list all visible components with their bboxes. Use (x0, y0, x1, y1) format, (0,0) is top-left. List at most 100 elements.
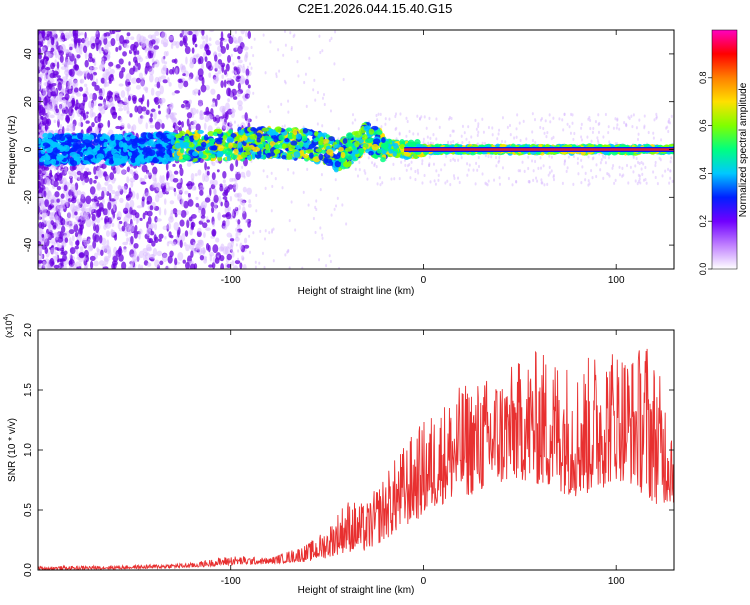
amplitude-point (98, 202, 104, 211)
amplitude-point (284, 253, 287, 257)
amplitude-point (87, 245, 94, 252)
amplitude-point (423, 115, 426, 119)
amplitude-point (644, 165, 647, 170)
amplitude-point (330, 213, 333, 217)
amplitude-point (147, 210, 153, 217)
amplitude-point (183, 80, 189, 88)
amplitude-point (647, 130, 650, 135)
amplitude-point (587, 179, 590, 183)
amplitude-point (255, 115, 258, 119)
amplitude-point (244, 30, 248, 38)
amplitude-point (122, 247, 127, 253)
amplitude-point (287, 99, 290, 103)
amplitude-point (290, 200, 293, 204)
amplitude-point (154, 59, 160, 68)
amplitude-point (229, 262, 232, 266)
amplitude-point (38, 174, 41, 181)
amplitude-point (100, 217, 104, 221)
amplitude-point (195, 75, 199, 82)
amplitude-point (572, 182, 575, 187)
amplitude-point (245, 79, 250, 86)
amplitude-point (42, 212, 49, 218)
amplitude-point (184, 106, 189, 111)
amplitude-point (167, 35, 174, 41)
amplitude-point (130, 235, 134, 245)
amplitude-point (66, 49, 70, 53)
amplitude-point (129, 169, 134, 175)
amplitude-point (304, 72, 307, 76)
amplitude-point (169, 102, 174, 111)
amplitude-point (165, 162, 169, 171)
amplitude-point (194, 173, 198, 177)
amplitude-point (635, 126, 638, 130)
amplitude-point (393, 177, 396, 181)
amplitude-point (321, 49, 324, 53)
amplitude-point (57, 244, 62, 249)
amplitude-point (246, 187, 252, 195)
amplitude-point (161, 56, 165, 64)
amplitude-point (92, 92, 98, 102)
amplitude-point (95, 78, 99, 85)
amplitude-point (288, 266, 291, 269)
amplitude-point (118, 70, 124, 79)
amplitude-point (145, 55, 149, 60)
amplitude-point (238, 170, 241, 175)
amplitude-point (204, 56, 208, 63)
amplitude-point (157, 104, 161, 109)
amplitude-point (153, 45, 160, 50)
amplitude-point (429, 136, 432, 140)
amplitude-point (103, 244, 110, 253)
figure-title: C2E1.2026.044.15.40.G15 (298, 1, 453, 16)
amplitude-point (453, 158, 456, 163)
amplitude-point (235, 170, 238, 175)
amplitude-point (643, 114, 646, 118)
amplitude-point (519, 169, 522, 173)
amplitude-point (68, 107, 74, 117)
amplitude-point (655, 112, 658, 117)
amplitude-point (164, 182, 170, 186)
amplitude-point (93, 179, 97, 184)
amplitude-point (491, 133, 494, 137)
amplitude-point (141, 94, 145, 102)
amplitude-point (346, 132, 354, 139)
amplitude-point (69, 50, 73, 57)
amplitude-point (232, 36, 237, 44)
amplitude-point (614, 178, 617, 182)
amplitude-point (59, 104, 62, 111)
amplitude-point (204, 197, 211, 203)
amplitude-point (222, 179, 226, 184)
amplitude-point (169, 200, 175, 205)
amplitude-point (660, 138, 663, 142)
amplitude-point (108, 192, 112, 202)
amplitude-point (498, 182, 501, 186)
amplitude-point (618, 127, 621, 131)
amplitude-point (222, 183, 228, 191)
amplitude-point (59, 43, 66, 53)
amplitude-point (405, 168, 408, 172)
amplitude-point (562, 128, 565, 132)
amplitude-point (61, 199, 67, 206)
amplitude-point (450, 140, 453, 144)
amplitude-point (282, 53, 285, 57)
amplitude-point (199, 255, 205, 261)
amplitude-point (573, 131, 576, 136)
amplitude-point (115, 63, 121, 69)
amplitude-point (95, 209, 102, 218)
amplitude-point (118, 45, 122, 51)
amplitude-point (482, 130, 485, 134)
amplitude-point (395, 112, 398, 116)
amplitude-point (122, 207, 129, 214)
amplitude-point (141, 115, 145, 120)
amplitude-point (542, 126, 545, 131)
amplitude-point (277, 48, 280, 52)
amplitude-point (62, 106, 67, 110)
amplitude-point (481, 117, 484, 121)
amplitude-point (334, 30, 337, 34)
amplitude-point (44, 95, 51, 103)
amplitude-point (114, 91, 119, 95)
amplitude-point (152, 247, 158, 257)
amplitude-point (198, 99, 203, 108)
amplitude-point (543, 131, 546, 135)
amplitude-point (57, 114, 61, 122)
amplitude-point (203, 122, 207, 131)
